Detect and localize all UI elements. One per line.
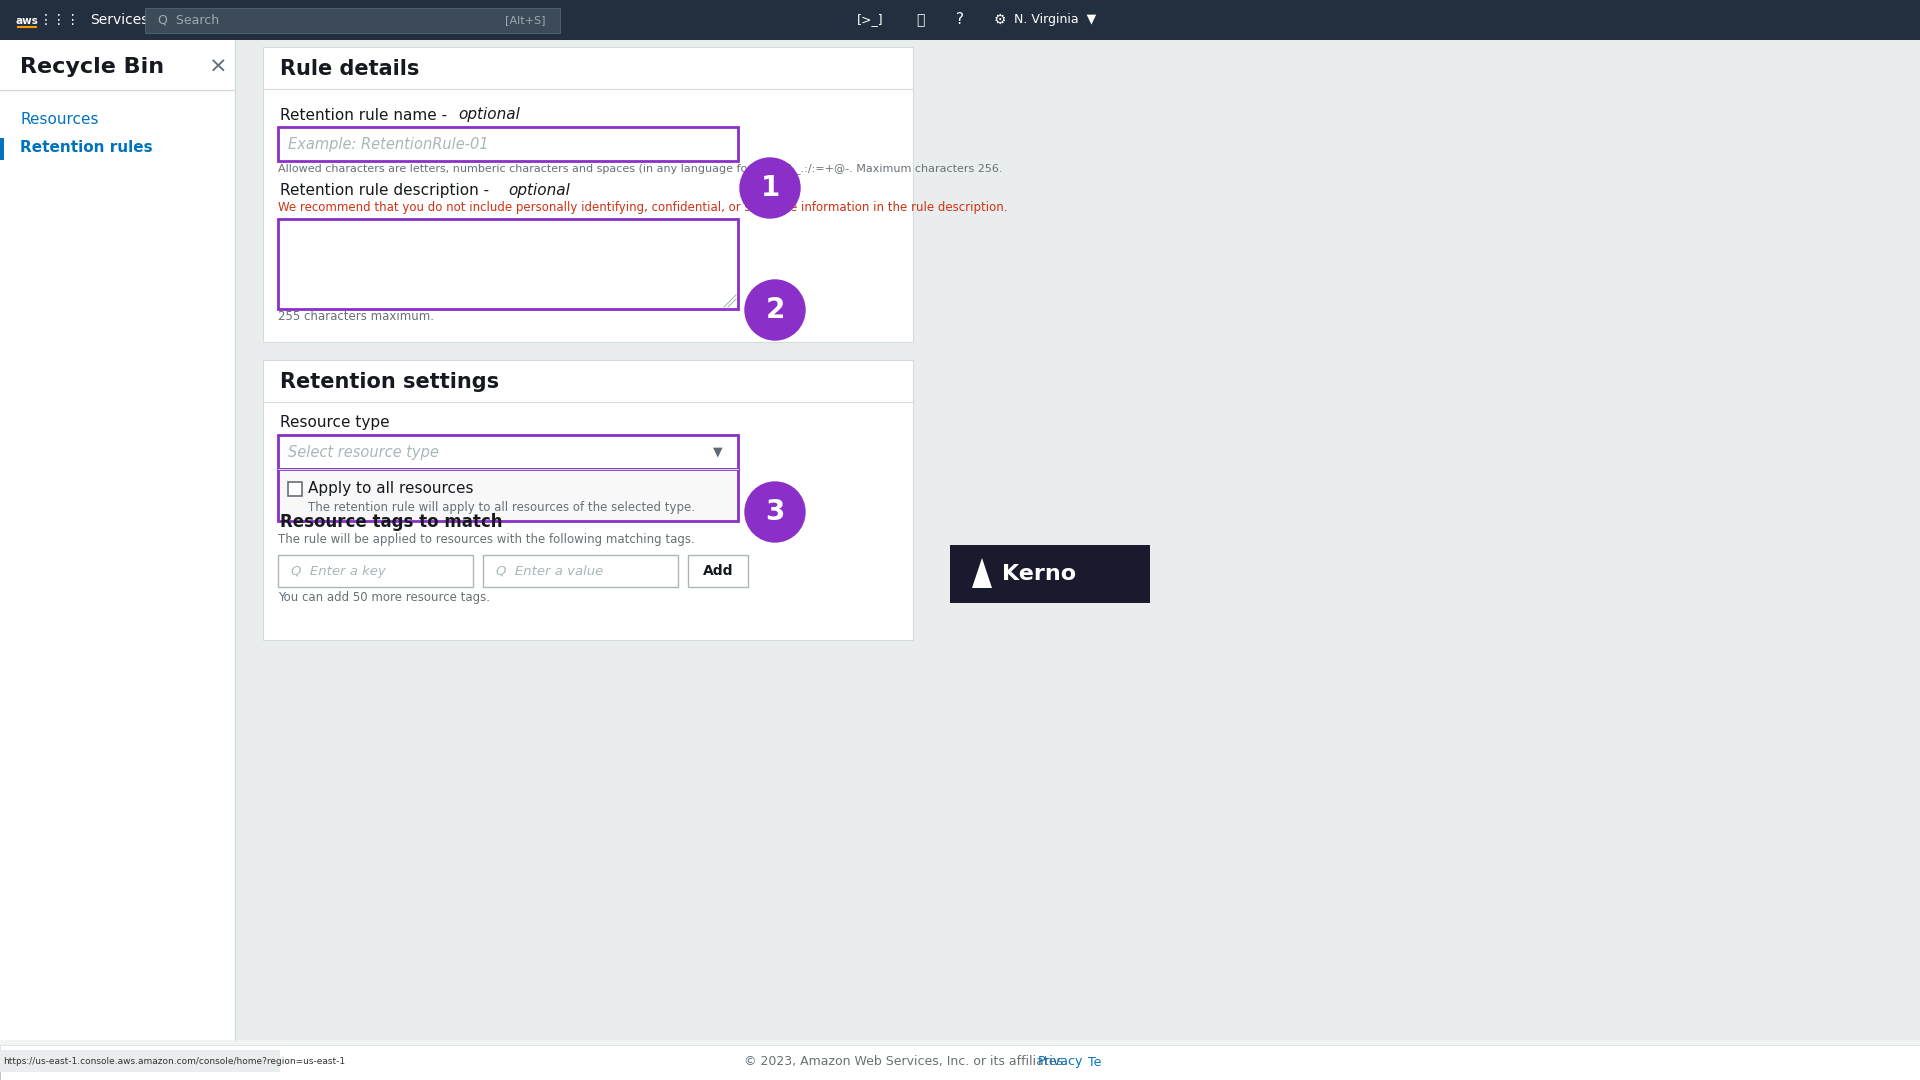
FancyBboxPatch shape [484, 555, 678, 588]
Polygon shape [972, 558, 993, 588]
Circle shape [745, 482, 804, 542]
FancyBboxPatch shape [687, 555, 749, 588]
FancyBboxPatch shape [278, 219, 737, 309]
FancyBboxPatch shape [263, 48, 914, 342]
Text: Q  Enter a key: Q Enter a key [292, 565, 386, 578]
FancyBboxPatch shape [278, 127, 737, 161]
Text: ▼: ▼ [714, 445, 724, 459]
Text: Add: Add [703, 564, 733, 578]
FancyBboxPatch shape [950, 545, 1150, 603]
Text: Kerno: Kerno [1002, 564, 1075, 584]
FancyBboxPatch shape [146, 8, 561, 33]
Text: ?: ? [956, 13, 964, 27]
Text: Q  Enter a value: Q Enter a value [495, 565, 603, 578]
FancyBboxPatch shape [0, 40, 234, 1040]
Text: Apply to all resources: Apply to all resources [307, 482, 474, 497]
Text: Select resource type: Select resource type [288, 445, 440, 459]
Text: [>_]: [>_] [856, 13, 883, 27]
Text: We recommend that you do not include personally identifying, confidential, or se: We recommend that you do not include per… [278, 201, 1008, 214]
FancyBboxPatch shape [288, 482, 301, 496]
FancyBboxPatch shape [278, 435, 737, 469]
Text: optional: optional [459, 108, 520, 122]
Text: optional: optional [509, 184, 570, 199]
Text: Retention rule description -: Retention rule description - [280, 184, 493, 199]
Text: Retention settings: Retention settings [280, 372, 499, 392]
FancyBboxPatch shape [234, 40, 1920, 1040]
FancyBboxPatch shape [0, 0, 1920, 40]
Text: © 2023, Amazon Web Services, Inc. or its affiliates.: © 2023, Amazon Web Services, Inc. or its… [743, 1055, 1066, 1068]
Text: ⚙: ⚙ [995, 13, 1006, 27]
Circle shape [745, 280, 804, 340]
Text: aws: aws [15, 16, 38, 26]
Text: Allowed characters are letters, numberic characters and spaces (in any language : Allowed characters are letters, numberic… [278, 163, 1002, 175]
Circle shape [13, 6, 40, 33]
Text: ⋮⋮⋮: ⋮⋮⋮ [38, 13, 81, 27]
Text: Example: RetentionRule-01: Example: RetentionRule-01 [288, 136, 488, 151]
FancyBboxPatch shape [263, 360, 914, 640]
Text: Q  Search: Q Search [157, 13, 219, 27]
Text: 255 characters maximum.: 255 characters maximum. [278, 311, 434, 324]
FancyBboxPatch shape [0, 138, 4, 160]
Circle shape [739, 158, 801, 218]
Text: Resources: Resources [19, 112, 98, 127]
Text: https://us-east-1.console.aws.amazon.com/console/home?region=us-east-1: https://us-east-1.console.aws.amazon.com… [4, 1056, 346, 1066]
Text: You can add 50 more resource tags.: You can add 50 more resource tags. [278, 591, 490, 604]
Text: 1: 1 [760, 174, 780, 202]
Text: [Alt+S]: [Alt+S] [505, 15, 545, 25]
Text: Resource tags to match: Resource tags to match [280, 513, 503, 531]
Text: Services: Services [90, 13, 148, 27]
FancyBboxPatch shape [0, 1050, 280, 1072]
Text: 2: 2 [766, 296, 785, 324]
Text: ×: × [209, 57, 227, 77]
FancyBboxPatch shape [278, 469, 737, 521]
FancyBboxPatch shape [0, 1072, 1920, 1080]
Text: Retention rule name -: Retention rule name - [280, 108, 451, 122]
Text: Te: Te [1089, 1055, 1102, 1068]
Text: Retention rules: Retention rules [19, 140, 152, 156]
Text: 3: 3 [766, 498, 785, 526]
Text: Resource type: Resource type [280, 415, 390, 430]
Text: Recycle Bin: Recycle Bin [19, 57, 163, 77]
Text: N. Virginia  ▼: N. Virginia ▼ [1014, 13, 1096, 27]
FancyBboxPatch shape [0, 1045, 1920, 1080]
Text: The retention rule will apply to all resources of the selected type.: The retention rule will apply to all res… [307, 500, 695, 513]
Text: Privacy: Privacy [1037, 1055, 1083, 1068]
Text: 🔔: 🔔 [916, 13, 924, 27]
FancyBboxPatch shape [278, 555, 472, 588]
Text: Rule details: Rule details [280, 59, 419, 79]
Text: The rule will be applied to resources with the following matching tags.: The rule will be applied to resources wi… [278, 534, 695, 546]
